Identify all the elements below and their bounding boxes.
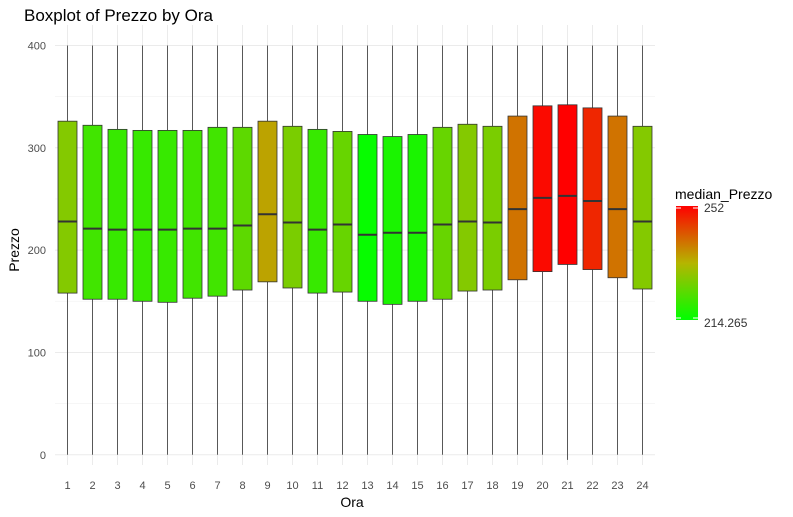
x-tick-label: 23 [611, 480, 623, 492]
y-tick-label: 200 [28, 245, 46, 257]
chart-title: Boxplot of Prezzo by Ora [24, 6, 213, 25]
legend-colorbar [676, 206, 698, 320]
box-iqr [607, 115, 628, 279]
x-tick-label: 19 [511, 480, 523, 492]
x-tick-label: 24 [636, 480, 648, 492]
box-iqr [532, 105, 553, 273]
box-ora-21 [557, 45, 578, 460]
x-tick-label: 7 [214, 480, 220, 492]
x-axis-title: Ora [340, 494, 364, 510]
box-ora-20 [532, 45, 553, 455]
box-ora-5 [157, 45, 178, 455]
box-iqr [632, 125, 653, 290]
box-ora-24 [632, 45, 653, 455]
box-iqr [357, 134, 378, 302]
box-iqr [582, 107, 603, 270]
legend-title: median_Prezzo [675, 186, 772, 202]
x-tick-label: 8 [239, 480, 245, 492]
legend-max-label: 252 [704, 201, 724, 215]
box-ora-9 [257, 45, 278, 455]
box-ora-10 [282, 45, 303, 455]
x-tick-label: 11 [312, 480, 323, 492]
x-tick-label: 13 [361, 480, 373, 492]
x-tick-label: 20 [536, 480, 548, 492]
box-ora-16 [432, 45, 453, 455]
box-ora-7 [207, 45, 228, 455]
x-tick-label: 18 [486, 480, 498, 492]
box-iqr [557, 104, 578, 265]
x-tick-label: 9 [264, 480, 270, 492]
x-tick-label: 10 [286, 480, 298, 492]
x-tick-label: 12 [336, 480, 348, 492]
box-iqr [282, 125, 303, 289]
box-ora-12 [332, 45, 353, 455]
box-ora-11 [307, 45, 328, 455]
x-tick-label: 6 [189, 480, 195, 492]
x-tick-label: 22 [586, 480, 598, 492]
box-iqr [507, 115, 528, 281]
box-ora-6 [182, 45, 203, 455]
box-ora-18 [482, 45, 503, 455]
legend: median_Prezzo 252 214.265 [675, 186, 772, 330]
box-iqr [482, 125, 503, 291]
y-tick-label: 300 [28, 143, 46, 155]
x-tick-label: 15 [411, 480, 423, 492]
box-ora-13 [357, 45, 378, 455]
legend-min-label: 214.265 [704, 316, 748, 330]
box-ora-17 [457, 45, 478, 455]
box-iqr [457, 123, 478, 292]
y-tick-label: 0 [40, 450, 46, 462]
x-tick-label: 1 [64, 480, 70, 492]
box-iqr [382, 136, 403, 305]
x-tick-label: 16 [436, 480, 448, 492]
box-ora-22 [582, 45, 603, 455]
box-ora-23 [607, 45, 628, 455]
box-iqr [407, 134, 428, 302]
box-iqr [207, 126, 228, 297]
x-tick-label: 14 [386, 480, 398, 492]
box-iqr [307, 128, 328, 294]
box-ora-4 [132, 45, 153, 455]
box-iqr [182, 129, 203, 299]
y-tick-label: 400 [28, 40, 46, 52]
x-tick-label: 2 [89, 480, 95, 492]
x-tick-label: 17 [461, 480, 473, 492]
box-iqr [232, 126, 253, 291]
box-ora-19 [507, 45, 528, 455]
box-iqr [107, 128, 128, 300]
box-iqr [132, 129, 153, 302]
box-ora-8 [232, 45, 253, 455]
box-iqr [82, 124, 103, 300]
box-ora-14 [382, 45, 403, 455]
box-iqr [57, 120, 78, 294]
box-ora-15 [407, 45, 428, 455]
box-iqr [432, 126, 453, 300]
x-tick-label: 21 [561, 480, 573, 492]
box-ora-3 [107, 45, 128, 455]
box-iqr [157, 129, 178, 303]
box-iqr [332, 131, 353, 293]
x-tick-label: 3 [114, 480, 120, 492]
y-axis-title: Prezzo [6, 228, 22, 272]
y-tick-label: 100 [28, 347, 46, 359]
box-series [57, 45, 653, 460]
box-ora-1 [57, 45, 78, 455]
x-axis-ticks: 1 2 3 4 5 6 7 8 9 10 11 12 13 14 15 16 17 18 19 20 21 22 23 24 [64, 480, 648, 492]
x-tick-label: 4 [139, 480, 145, 492]
y-axis-ticks: 0 100 200 300 400 [28, 40, 46, 461]
x-tick-label: 5 [164, 480, 170, 492]
box-ora-2 [82, 45, 103, 455]
box-iqr [257, 120, 278, 283]
